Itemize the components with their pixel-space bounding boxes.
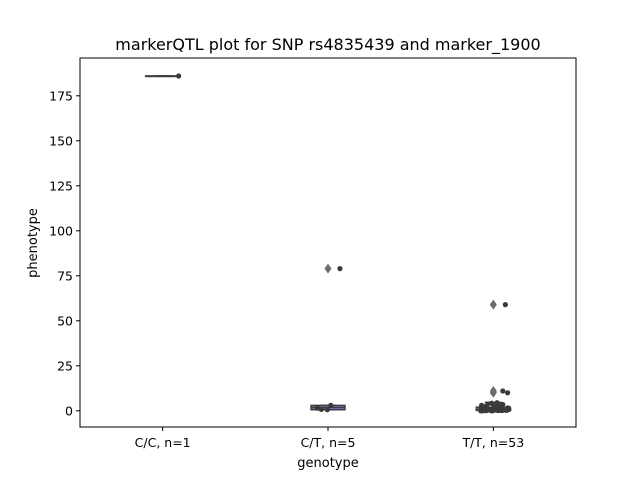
y-tick-label: 25	[57, 358, 73, 373]
data-point	[489, 408, 495, 414]
y-tick-label: 150	[49, 133, 73, 148]
plot-area	[144, 73, 512, 414]
box-group	[144, 73, 182, 79]
data-point	[324, 407, 330, 413]
data-point	[176, 73, 182, 79]
y-axis: 0 25 50 75 100 125 150 175	[49, 88, 80, 418]
data-point	[496, 407, 502, 414]
y-tick-label: 50	[57, 313, 73, 328]
y-tick-label: 125	[49, 178, 73, 193]
outlier-marker	[489, 299, 497, 310]
chart-title: markerQTL plot for SNP rs4835439 and mar…	[115, 35, 540, 55]
data-point	[505, 390, 511, 396]
y-tick-label: 75	[57, 268, 73, 283]
data-point	[503, 407, 509, 413]
data-point	[337, 266, 343, 272]
outlier-marker	[489, 387, 497, 398]
x-axis-label: genotype	[297, 456, 358, 471]
data-point	[502, 302, 508, 308]
data-point	[478, 408, 484, 414]
data-point	[483, 408, 489, 414]
y-tick-label: 175	[49, 88, 73, 103]
y-tick-label: 0	[65, 403, 73, 418]
x-tick-label: C/C, n=1	[135, 435, 191, 450]
outlier-marker	[324, 263, 332, 274]
plot-frame	[79, 57, 577, 428]
box-group	[310, 263, 346, 413]
x-axis: C/C, n=1 C/T, n=5 T/T, n=53	[135, 427, 524, 450]
data-point	[500, 388, 506, 394]
data-point	[328, 402, 334, 408]
box-group	[475, 299, 512, 414]
x-tick-label: T/T, n=53	[461, 435, 524, 450]
y-axis-label: phenotype	[26, 208, 41, 278]
x-tick-label: C/T, n=5	[301, 435, 356, 450]
y-tick-label: 100	[49, 223, 73, 238]
data-point	[318, 406, 324, 412]
